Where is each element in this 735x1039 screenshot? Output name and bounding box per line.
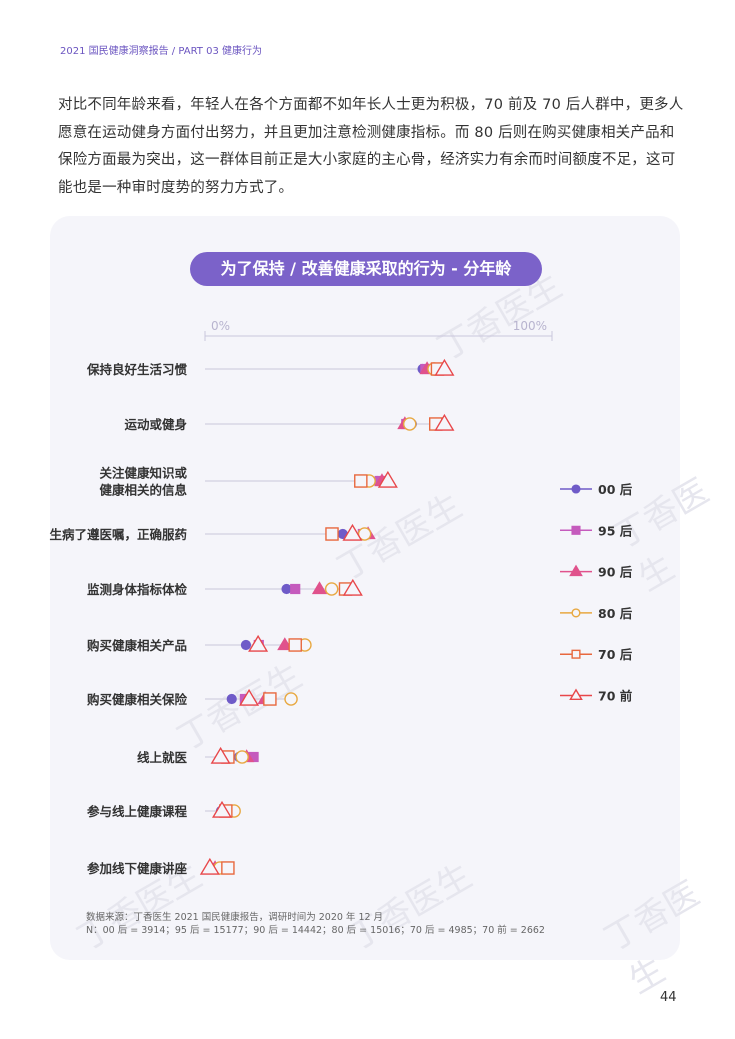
data-point xyxy=(288,638,302,652)
category-label: 监测身体指标体检 xyxy=(87,582,188,597)
category-label: 参与线上健康课程 xyxy=(87,804,188,819)
tick-label: 100% xyxy=(513,319,547,333)
data-point xyxy=(434,413,455,431)
body-paragraph: 对比不同年龄来看，年轻人在各个方面都不如年长人士更为积极，70 前及 70 后人… xyxy=(58,97,684,196)
data-point xyxy=(235,750,249,764)
data-point xyxy=(357,527,372,541)
sample-size-line: N：00 后 = 3914；95 后 = 15177；90 后 = 14442；… xyxy=(86,925,545,936)
data-point xyxy=(277,637,293,651)
legend-marker xyxy=(571,484,581,494)
legend-marker xyxy=(571,525,581,535)
data-point xyxy=(290,583,301,595)
data-point xyxy=(324,582,339,596)
data-point xyxy=(434,358,455,376)
data-point xyxy=(402,417,417,431)
data-point xyxy=(284,692,298,706)
legend-marker xyxy=(569,688,583,701)
data-point xyxy=(221,861,235,875)
category-label: 购买健康相关保险 xyxy=(87,692,188,707)
page-header: 2021 国民健康洞察报告 / PART 03 健康行为 xyxy=(60,46,262,57)
data-point xyxy=(354,474,368,488)
category-label: 线上就医 xyxy=(137,750,188,765)
data-point xyxy=(263,692,277,706)
category-label: 生病了遵医嘱，正确服药 xyxy=(49,527,187,542)
category-label: 健康相关的信息 xyxy=(99,483,187,498)
legend-label: 70 前 xyxy=(598,689,633,704)
category-label: 运动或健身 xyxy=(124,417,187,432)
page-number: 44 xyxy=(660,990,677,1005)
category-label: 参加线下健康讲座 xyxy=(87,861,188,876)
source-line: 数据来源：丁香医生 2021 国民健康报告，调研时间为 2020 年 12 月 xyxy=(86,912,384,923)
category-label: 保持良好生活习惯 xyxy=(86,362,188,377)
data-point xyxy=(342,578,363,596)
data-point xyxy=(226,693,237,705)
legend-label: 80 后 xyxy=(598,606,633,621)
data-point xyxy=(199,857,220,875)
data-point xyxy=(342,523,363,541)
data-point xyxy=(325,527,339,541)
chart-title: 为了保持 / 改善健康采取的行为 - 分年龄 xyxy=(190,252,542,286)
legend-marker xyxy=(571,608,581,618)
data-point xyxy=(239,688,260,706)
data-point xyxy=(240,639,252,651)
data-point xyxy=(377,470,398,488)
data-source: 数据来源：丁香医生 2021 国民健康报告，调研时间为 2020 年 12 月 … xyxy=(86,911,545,937)
legend-marker xyxy=(571,649,581,659)
data-point xyxy=(281,583,292,595)
legend-label: 95 后 xyxy=(598,523,633,538)
chart-card xyxy=(50,216,680,960)
data-point xyxy=(248,634,269,652)
legend-label: 00 后 xyxy=(598,482,633,497)
data-point xyxy=(311,581,328,595)
legend-label: 90 后 xyxy=(598,565,633,580)
data-point xyxy=(210,746,231,764)
category-label: 购买健康相关产品 xyxy=(87,638,187,653)
tick-label: 0% xyxy=(211,319,230,333)
legend-marker xyxy=(569,564,583,577)
data-point xyxy=(211,800,233,818)
legend-label: 70 后 xyxy=(598,647,633,662)
category-label: 关注健康知识或 xyxy=(99,466,187,481)
